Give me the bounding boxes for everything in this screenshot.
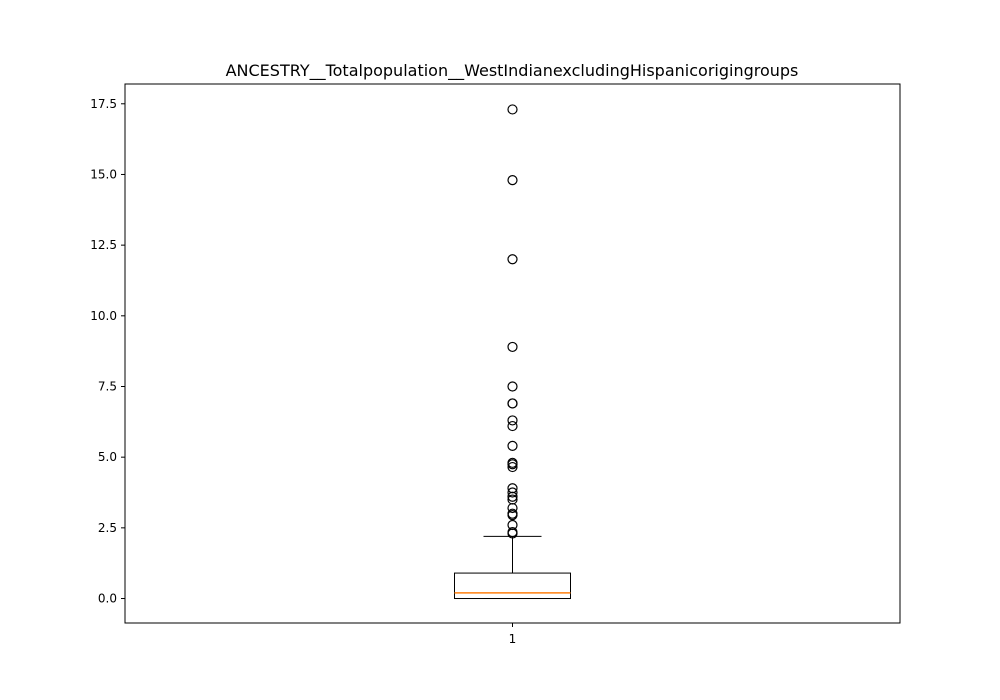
x-axis: 1 — [509, 623, 517, 646]
outlier-point — [507, 254, 518, 265]
outlier-point — [507, 104, 518, 115]
outlier-point — [507, 440, 518, 451]
chart-title: ANCESTRY__Totalpopulation__WestIndianexc… — [226, 61, 799, 81]
outlier-point — [507, 420, 518, 432]
outlier-point — [507, 381, 518, 392]
y-axis: 0.0 2.5 5.0 7.5 10.0 12.5 15.0 17.5 — [90, 97, 125, 606]
outlier-point — [507, 398, 518, 409]
y-tick-label: 15.0 — [90, 167, 117, 181]
y-tick-label: 10.0 — [90, 309, 117, 323]
y-tick-label: 5.0 — [98, 450, 117, 464]
y-tick-label: 17.5 — [90, 97, 117, 111]
outlier-point — [507, 461, 518, 473]
outlier-point — [507, 494, 518, 505]
y-tick-label: 7.5 — [98, 379, 117, 393]
outlier-point — [507, 483, 518, 494]
iqr-box — [454, 572, 571, 600]
outlier-point — [507, 487, 518, 498]
plot-marks — [454, 104, 571, 600]
outlier-point — [507, 415, 518, 426]
box-plot-group — [454, 104, 571, 600]
outlier-point — [507, 519, 518, 531]
outlier-point — [507, 508, 518, 519]
y-tick-label: 2.5 — [98, 521, 117, 535]
x-tick-label: 1 — [509, 632, 517, 646]
outlier-point — [507, 341, 518, 353]
outlier-point — [507, 457, 518, 468]
outlier-point — [507, 526, 518, 538]
y-tick-label: 12.5 — [90, 238, 117, 252]
outlier-point — [507, 175, 518, 186]
y-tick-label: 0.0 — [98, 592, 117, 606]
